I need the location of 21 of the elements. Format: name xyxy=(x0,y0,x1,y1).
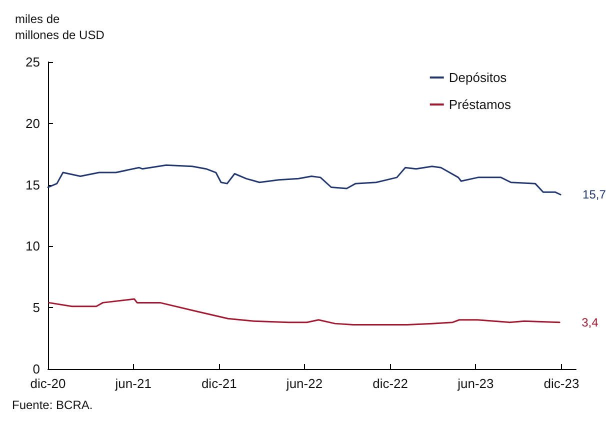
y-tick-label: 5 xyxy=(32,300,40,316)
legend-label: Préstamos xyxy=(448,97,512,112)
x-tick-label: dic-20 xyxy=(30,376,66,391)
source-note: Fuente: BCRA. xyxy=(12,398,93,412)
y-tick-label: 20 xyxy=(26,116,40,131)
y-tick-label: 15 xyxy=(26,177,40,192)
x-tick-label: dic-21 xyxy=(201,376,237,391)
legend-label: Depósitos xyxy=(448,70,508,85)
y-tick-label: 25 xyxy=(26,54,40,70)
line-series xyxy=(47,164,562,196)
text: 15,7 xyxy=(582,188,606,202)
x-tick-label: jun-22 xyxy=(285,376,323,391)
y-axis-title: miles de millones de USD xyxy=(15,12,105,42)
y-tick-label: 10 xyxy=(26,238,40,254)
line-series xyxy=(48,298,560,326)
y-tick-label: 0 xyxy=(32,362,40,376)
x-tick-label: dic-23 xyxy=(544,376,580,391)
x-tick-label: jun-21 xyxy=(114,376,152,391)
text: 3,4 xyxy=(582,315,599,330)
x-tick-label: dic-22 xyxy=(372,376,408,391)
x-tick-label: jun-23 xyxy=(456,376,494,391)
